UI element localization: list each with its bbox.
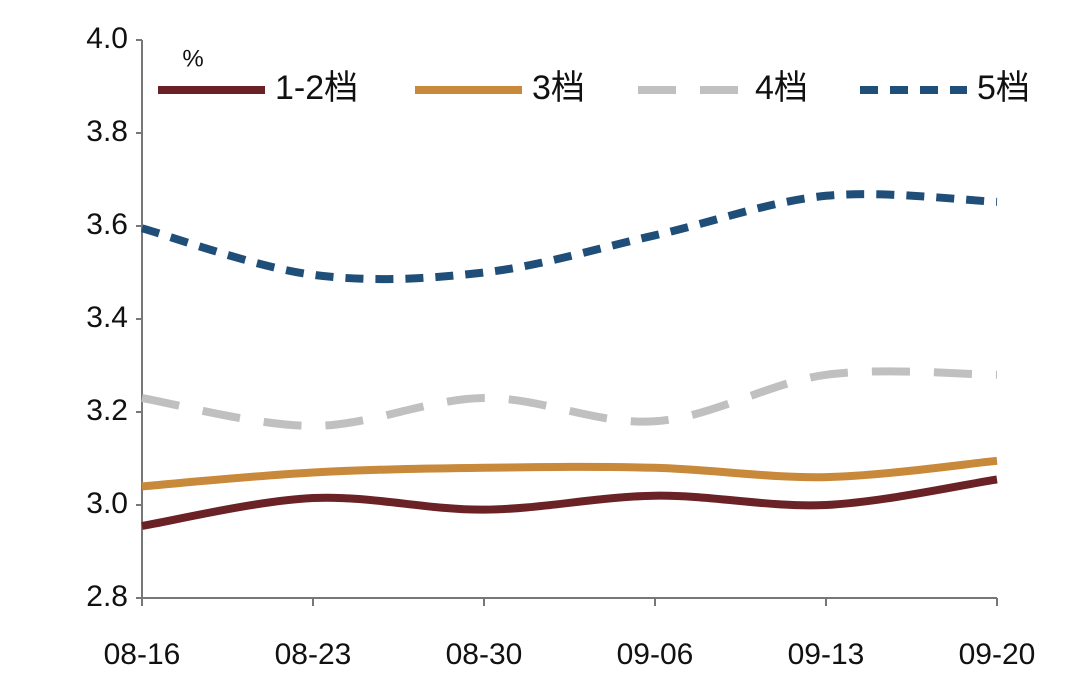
series-line [141,475,998,530]
y-tick-label: 3.8 [86,115,128,148]
series-line [140,190,998,284]
y-unit: % [182,45,203,72]
series-line [141,367,998,430]
x-tick-label: 08-23 [275,638,352,671]
legend-label: 1-2档 [275,69,358,107]
x-tick-label: 08-16 [104,638,181,671]
legend-label: 3档 [532,69,585,107]
y-tick-label: 3.4 [86,301,128,334]
y-tick-label: 3.0 [86,487,128,520]
y-tick-label: 3.2 [86,394,128,427]
x-tick-label: 08-30 [446,638,523,671]
x-tick-label: 09-06 [617,638,694,671]
legend-label: 5档 [977,69,1030,107]
legend-label: 4档 [755,69,808,107]
series-line [141,456,998,491]
y-tick-label: 3.6 [86,208,128,241]
y-tick-label: 4.0 [86,22,128,55]
x-tick-label: 09-13 [788,638,865,671]
x-tick-label: 09-20 [959,638,1036,671]
y-tick-label: 2.8 [86,580,128,613]
